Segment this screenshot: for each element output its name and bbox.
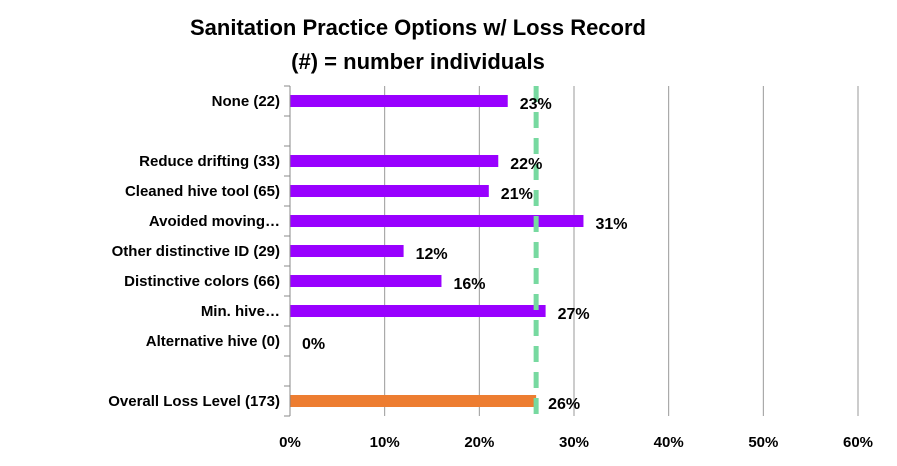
data-label-3: 21% [501,186,533,203]
x-tick-label-4: 40% [654,434,684,451]
chart-subtitle: (#) = number individuals [291,49,545,74]
bar-5 [290,245,404,257]
tick-labels: 0% 10% 20% 30% 40% 50% 60% [279,434,873,451]
category-label-6: Distinctive colors (66) [124,273,280,290]
category-label-10: Overall Loss Level (173) [108,393,280,410]
data-label-6: 16% [453,276,485,293]
x-tick-label-2: 20% [464,434,494,451]
x-tick-label-6: 60% [843,434,873,451]
data-label-4: 31% [595,216,627,233]
category-label-2: Reduce drifting (33) [139,153,280,170]
data-label-8: 0% [302,336,325,353]
x-tick-label-5: 50% [748,434,778,451]
bar-10 [290,395,537,407]
category-label-5: Other distinctive ID (29) [112,243,280,260]
x-tick-label-0: 0% [279,434,301,451]
chart-title: Sanitation Practice Options w/ Loss Reco… [190,15,646,40]
bar-7 [290,305,546,317]
category-label-4: Avoided moving… [149,213,280,230]
axes [284,85,291,417]
x-tick-label-3: 30% [559,434,589,451]
bar-6 [290,275,442,287]
bar-2 [290,155,499,167]
bar-0 [290,95,508,107]
category-labels: None (22) Reduce drifting (33) Cleaned hiv… [108,93,280,410]
x-tick-label-1: 10% [370,434,400,451]
category-label-8: Alternative hive (0) [146,333,280,350]
data-label-5: 12% [416,246,448,263]
bar-3 [290,185,489,197]
gridlines [384,86,859,416]
category-label-7: Min. hive… [201,303,280,320]
data-label-2: 22% [510,156,542,173]
data-label-0: 23% [520,96,552,113]
category-label-0: None (22) [212,93,280,110]
data-label-10: 26% [548,396,580,413]
category-label-3: Cleaned hive tool (65) [125,183,280,200]
data-labels: 23% 22% 21% 31% 12% 16% 27% 0% 26% [302,96,627,413]
data-label-7: 27% [558,306,590,323]
bar-4 [290,215,584,227]
bars [290,95,584,407]
